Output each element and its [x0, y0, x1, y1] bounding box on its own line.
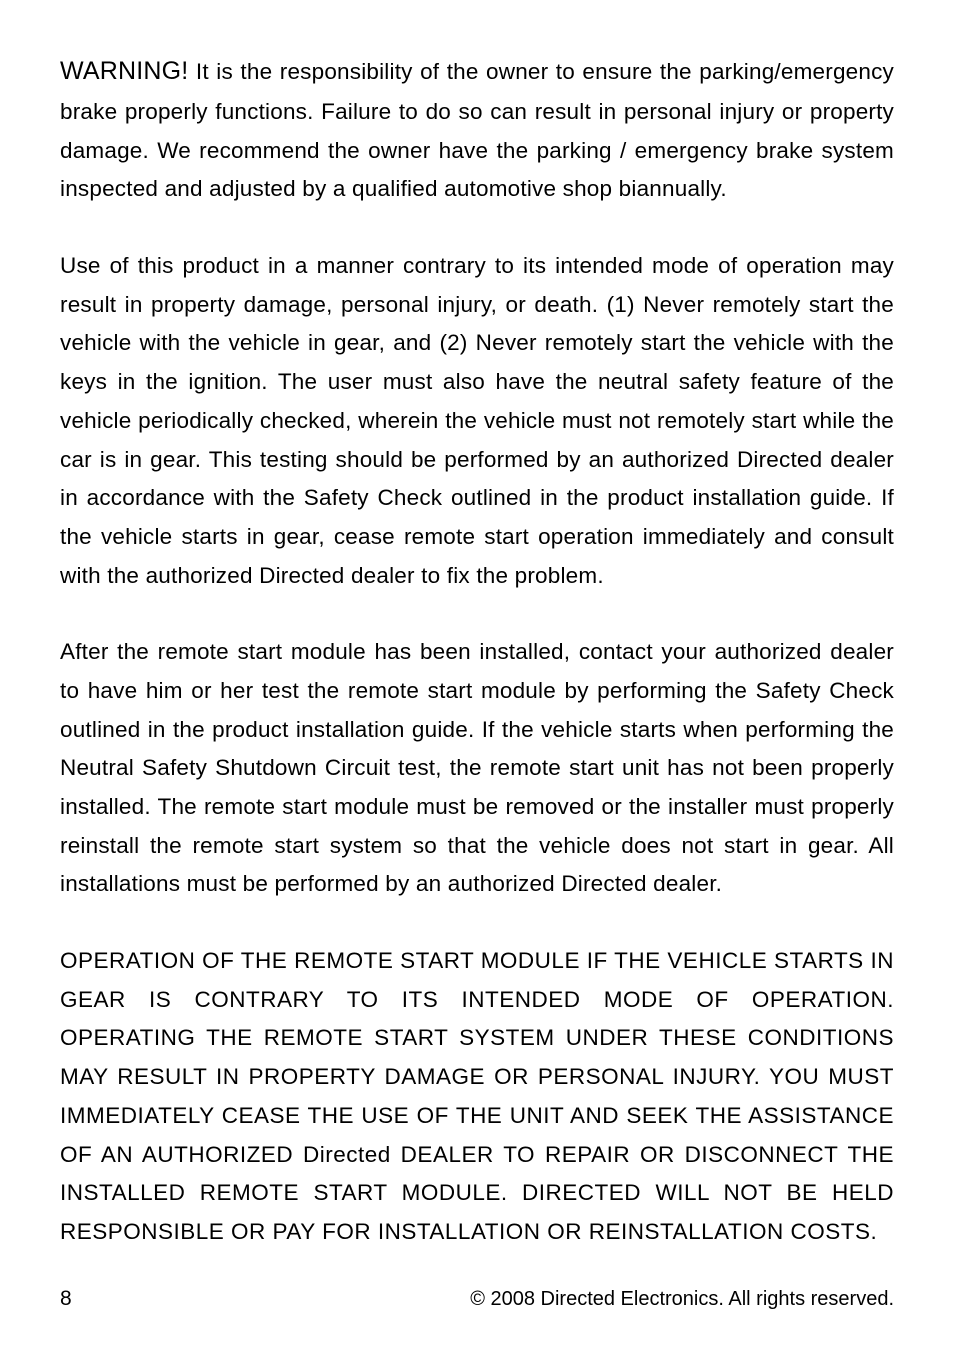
copyright-text: © 2008 Directed Electronics. All rights …: [470, 1288, 894, 1311]
paragraph-4-uppercase: OPERATION OF THE REMOTE START MODULE IF …: [60, 942, 894, 1252]
warning-paragraph: WARNING! It is the responsibility of the…: [60, 50, 894, 209]
warning-label: WARNING!: [60, 57, 188, 85]
page-number: 8: [60, 1287, 72, 1311]
document-content: WARNING! It is the responsibility of the…: [60, 50, 894, 1252]
paragraph-3: After the remote start module has been i…: [60, 633, 894, 904]
paragraph-2: Use of this product in a manner contrary…: [60, 247, 894, 595]
page-footer: 8 © 2008 Directed Electronics. All right…: [60, 1287, 894, 1311]
